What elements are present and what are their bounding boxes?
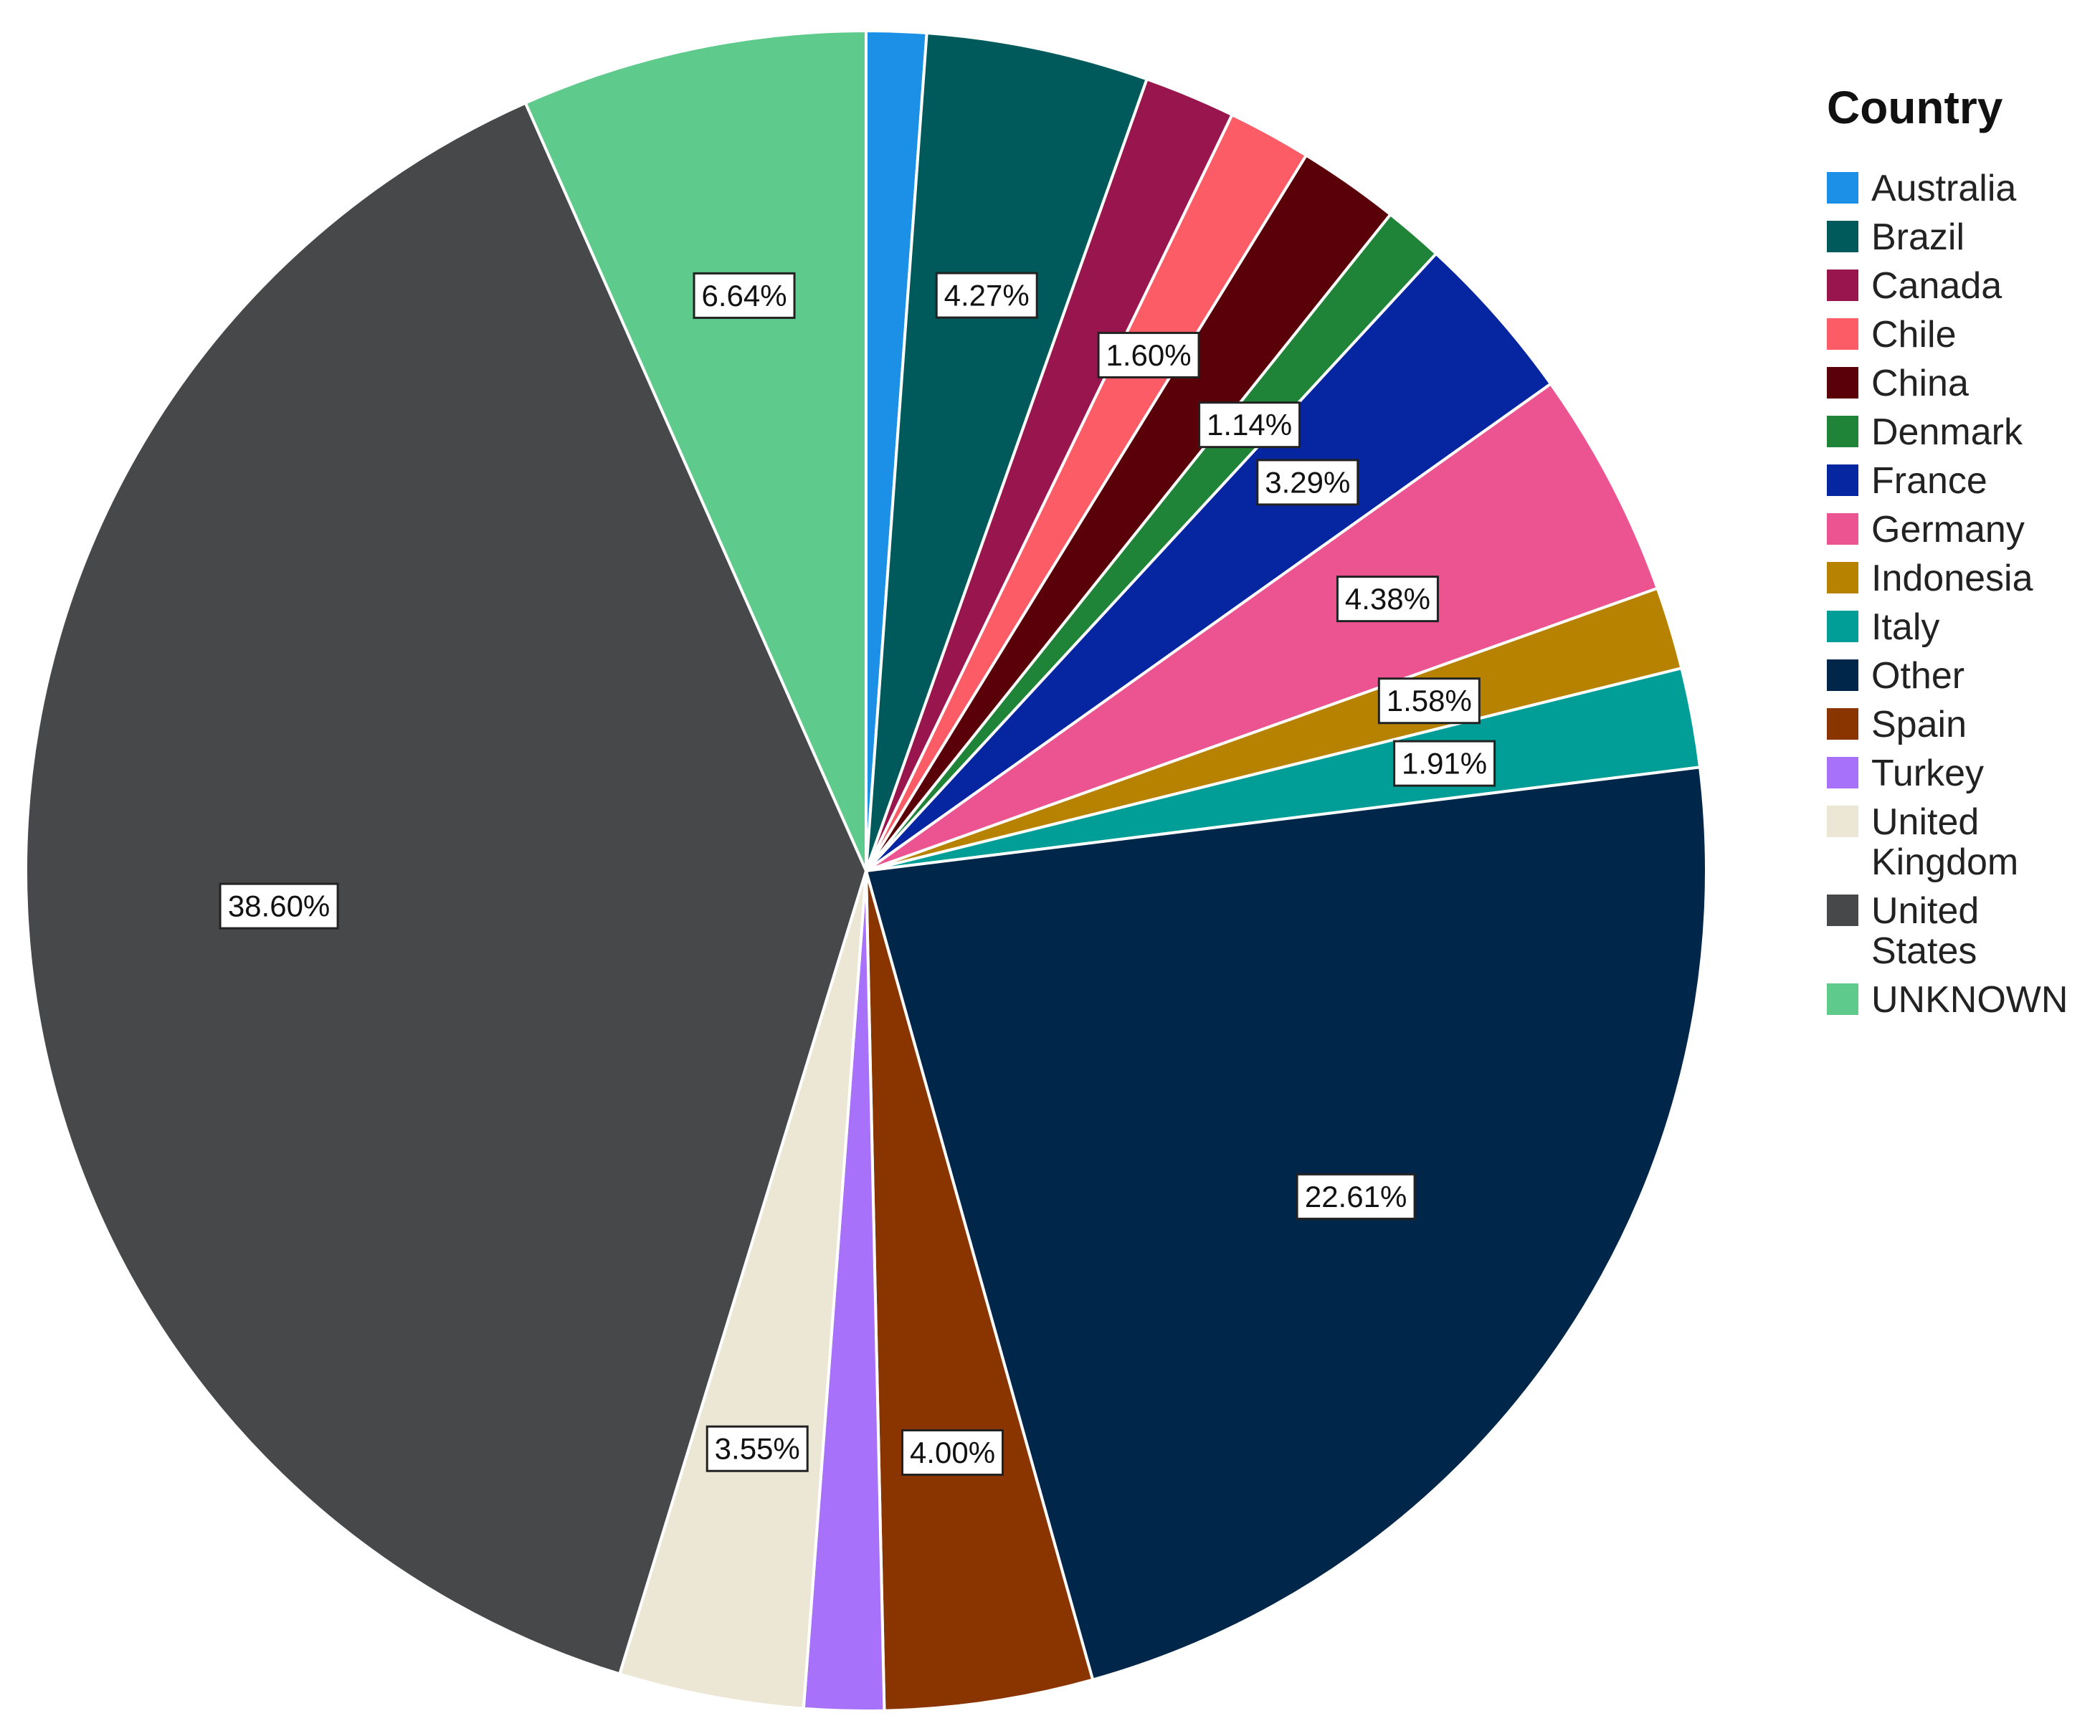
legend-swatch	[1827, 757, 1858, 788]
legend-swatch	[1827, 708, 1858, 740]
legend-label: UNKNOWN	[1871, 979, 2068, 1021]
pie-slice-united-kingdom	[618, 869, 868, 1710]
legend-item-chile: Chile	[1827, 314, 1957, 356]
pie-slice-brazil	[865, 32, 1149, 872]
legend-title: Country	[1827, 82, 2003, 133]
legend-label: Chile	[1871, 314, 1957, 356]
legend-swatch	[1827, 270, 1858, 301]
data-label-text: 1.60%	[1106, 338, 1192, 372]
pie-slices	[24, 29, 1708, 1712]
data-label-box	[219, 882, 339, 930]
legend-item-denmark: Denmark	[1827, 411, 2023, 453]
legend-label: Canada	[1871, 265, 2002, 307]
legend-swatch	[1827, 895, 1858, 926]
legend-item-australia: Australia	[1827, 168, 2016, 209]
legend-swatch	[1827, 513, 1858, 545]
data-label-text: 22.61%	[1305, 1180, 1407, 1213]
data-label-text: 6.64%	[701, 279, 787, 313]
legend-label: United Kingdom	[1871, 801, 2018, 883]
data-label-box	[705, 1425, 809, 1472]
data-label-text: 3.29%	[1265, 465, 1350, 499]
data-label-france: 3.29%	[1256, 459, 1359, 506]
legend-label: France	[1871, 460, 1987, 502]
legend-item-spain: Spain	[1827, 704, 1967, 745]
pie-slice-germany	[865, 382, 1659, 872]
legend-label: Italy	[1871, 606, 1939, 648]
data-label-indonesia: 1.58%	[1377, 677, 1481, 725]
data-label-text: 1.58%	[1387, 684, 1472, 717]
pie-slice-france	[865, 252, 1552, 872]
data-label-text: 1.14%	[1207, 408, 1292, 442]
legend-item-united-states: United States	[1827, 890, 1979, 972]
legend-swatch	[1827, 318, 1858, 350]
legend-swatch	[1827, 611, 1858, 642]
legend-swatch	[1827, 367, 1858, 399]
data-label-brazil: 4.27%	[935, 272, 1038, 319]
data-label-other: 22.61%	[1296, 1173, 1416, 1220]
data-label-box	[935, 272, 1038, 319]
legend-swatch	[1827, 659, 1858, 691]
data-label-united-kingdom: 3.55%	[705, 1425, 809, 1472]
legend-swatch	[1827, 562, 1858, 593]
pie-slice-united-states	[24, 101, 868, 1676]
legend-swatch	[1827, 806, 1858, 837]
data-label-box	[901, 1429, 1004, 1477]
legend-label: China	[1871, 363, 1969, 404]
legend-item-other: Other	[1827, 655, 1964, 697]
data-label-chile: 1.60%	[1097, 331, 1200, 378]
data-label-text: 1.91%	[1402, 747, 1487, 781]
legend-item-brazil: Brazil	[1827, 216, 1964, 258]
pie-data-labels: 4.27% 1.60% 1.14% 3.29% 4.38% 1.58% 1.91% 22.61…	[219, 272, 1496, 1477]
legend-item-indonesia: Indonesia	[1827, 558, 2033, 599]
data-label-box	[1296, 1173, 1416, 1220]
legend-swatch	[1827, 172, 1858, 204]
legend-label: Spain	[1871, 704, 1967, 745]
data-label-box	[1097, 331, 1200, 378]
data-label-box	[1256, 459, 1359, 506]
data-label-denmark: 1.14%	[1198, 401, 1301, 449]
legend-item-canada: Canada	[1827, 265, 2002, 307]
legend-item-germany: Germany	[1827, 509, 2025, 550]
legend-label: United States	[1871, 890, 1979, 972]
legend-swatch	[1827, 983, 1858, 1015]
legend-label: Germany	[1871, 509, 2025, 550]
pie-slice-other	[865, 766, 1708, 1682]
data-label-spain: 4.00%	[901, 1429, 1004, 1477]
legend: Country Australia Brazil Canada Chile China D…	[1827, 82, 2068, 1021]
legend-label: Australia	[1871, 168, 2016, 209]
legend-swatch	[1827, 464, 1858, 496]
legend-label: Other	[1871, 655, 1964, 697]
data-label-box	[1336, 576, 1439, 623]
data-label-box	[693, 272, 796, 319]
legend-item-italy: Italy	[1827, 606, 1939, 648]
legend-item-france: France	[1827, 460, 1987, 502]
data-label-italy: 1.91%	[1393, 740, 1496, 787]
legend-item-unknown: UNKNOWN	[1827, 979, 2068, 1021]
legend-label: Denmark	[1871, 411, 2023, 453]
data-label-box	[1198, 401, 1301, 449]
data-label-box	[1377, 677, 1481, 725]
data-label-text: 4.38%	[1345, 582, 1430, 616]
data-label-text: 4.27%	[944, 279, 1030, 313]
data-label-text: 4.00%	[910, 1436, 995, 1469]
data-label-box	[1393, 740, 1496, 787]
legend-label: Brazil	[1871, 216, 1964, 258]
legend-label: Turkey	[1871, 753, 1984, 794]
legend-item-turkey: Turkey	[1827, 753, 1984, 794]
pie-slice-unknown	[523, 29, 868, 872]
legend-item-china: China	[1827, 363, 1969, 404]
legend-swatch	[1827, 416, 1858, 447]
legend-item-united-kingdom: United Kingdom	[1827, 801, 2018, 883]
pie-slice-spain	[865, 869, 1095, 1712]
legend-label: Indonesia	[1871, 558, 2033, 599]
data-label-unknown: 6.64%	[693, 272, 796, 319]
data-label-united-states: 38.60%	[219, 882, 339, 930]
legend-swatch	[1827, 221, 1858, 252]
data-label-germany: 4.38%	[1336, 576, 1439, 623]
data-label-text: 38.60%	[228, 890, 330, 923]
data-label-text: 3.55%	[715, 1432, 800, 1466]
